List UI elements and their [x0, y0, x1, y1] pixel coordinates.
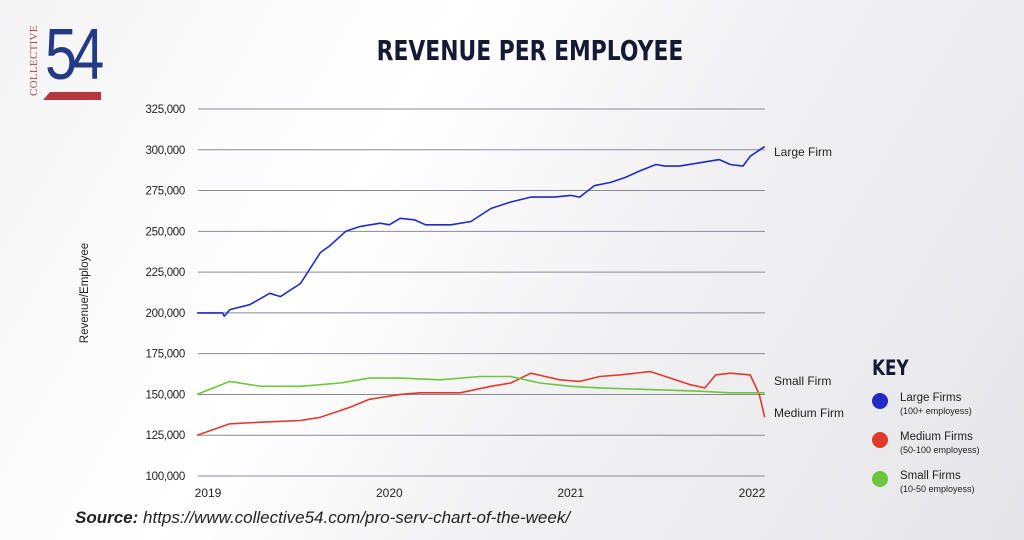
y-tick-label: 300,000 [146, 145, 185, 157]
legend-item-small: Small Firms (10-50 employess) [872, 470, 980, 496]
y-tick-label: 200,000 [146, 308, 185, 320]
green-dot-icon [872, 471, 888, 487]
y-tick-label: 175,000 [146, 349, 185, 361]
red-dot-icon [872, 432, 888, 448]
legend-sub: (10-50 employess) [900, 484, 975, 494]
y-tick-label: 150,000 [146, 389, 185, 401]
collective54-logo: COLLECTIVE 54 [28, 17, 108, 101]
source-note: Source: https://www.collective54.com/pro… [75, 508, 570, 528]
series-end-label: Small Firm [774, 374, 831, 388]
source-url[interactable]: https://www.collective54.com/pro-serv-ch… [143, 508, 571, 527]
legend-label: Medium Firms [900, 431, 973, 443]
logo-number: 54 [45, 15, 104, 95]
y-axis-label: Revenue/Employee [79, 243, 91, 343]
x-tick-label: 2020 [376, 486, 403, 500]
y-tick-label: 125,000 [146, 430, 185, 442]
x-tick-label: 2019 [195, 486, 222, 500]
legend-sub: (50-100 employess) [900, 445, 980, 455]
legend: KEY Large Firms (100+ employess) Medium F… [872, 356, 980, 509]
y-tick-label: 325,000 [146, 104, 185, 116]
x-tick-label: 2021 [557, 486, 584, 500]
legend-label: Small Firms [900, 470, 961, 482]
series-line [196, 370, 766, 436]
y-tick-label: 275,000 [146, 186, 185, 198]
series-line [197, 145, 766, 318]
y-tick-label: 250,000 [146, 226, 185, 238]
source-label: Source: [75, 508, 139, 527]
series-end-label: Large Firm [774, 145, 832, 159]
y-tick-label: 225,000 [146, 267, 185, 279]
blue-dot-icon [872, 393, 888, 409]
legend-item-large: Large Firms (100+ employess) [872, 392, 980, 418]
logo-bar [43, 92, 101, 100]
legend-sub: (100+ employess) [900, 406, 972, 416]
series-line [196, 375, 765, 396]
legend-label: Large Firms [900, 392, 962, 404]
y-tick-label: 100,000 [146, 471, 185, 483]
series-end-label: Medium Firm [774, 406, 844, 420]
legend-item-medium: Medium Firms (50-100 employess) [872, 431, 980, 457]
chart-title: REVENUE PER EMPLOYEE [376, 34, 684, 67]
legend-title: KEY [872, 356, 909, 380]
x-tick-label: 2022 [739, 486, 766, 500]
